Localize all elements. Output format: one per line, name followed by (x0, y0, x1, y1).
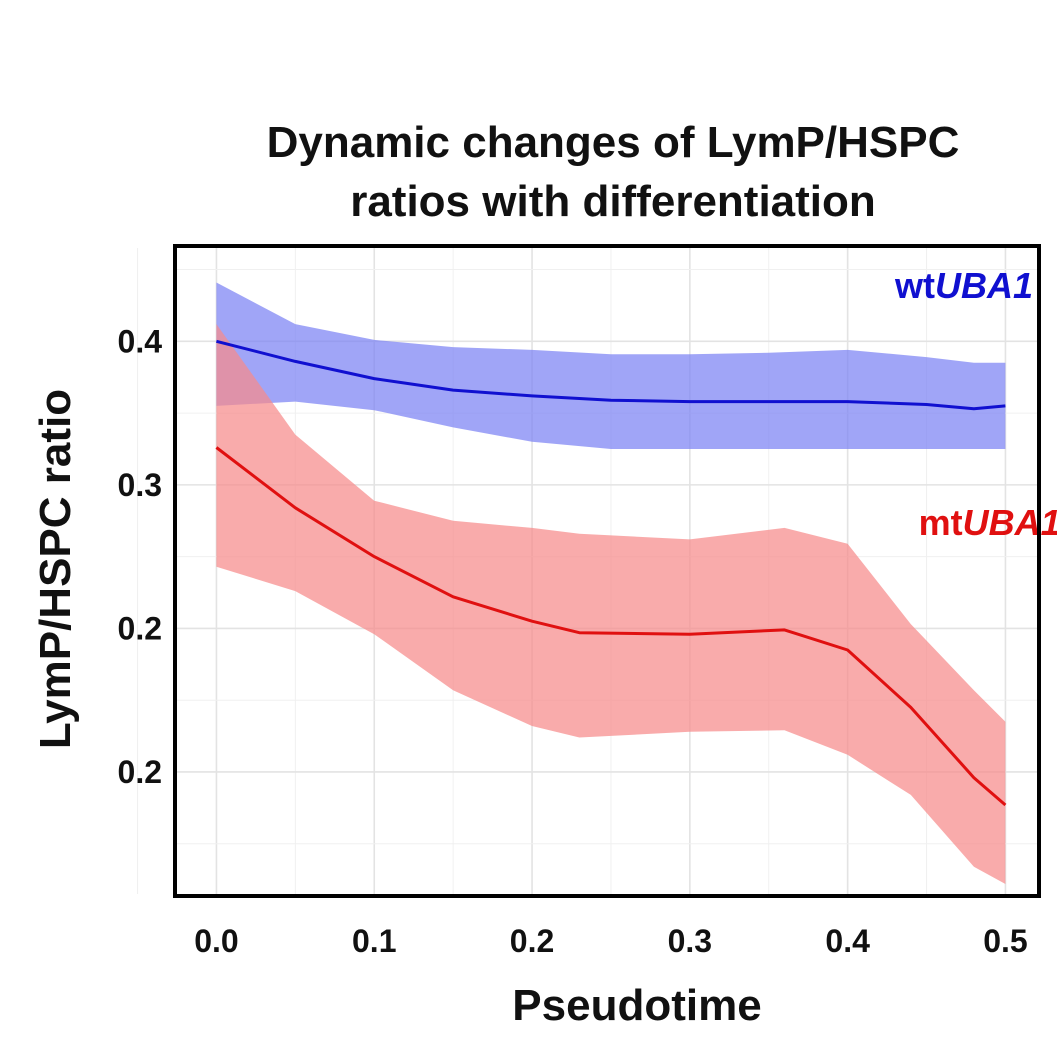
y-tick-label: 0.3 (118, 467, 162, 503)
y-tick-label: 0.2 (118, 754, 162, 790)
y-tick-label: 0.2 (118, 610, 162, 646)
y-axis-title: LymP/HSPC ratio (31, 389, 80, 749)
confidence-bands (216, 282, 1006, 885)
x-tick-label: 0.3 (668, 923, 712, 959)
series-lines (215, 339, 1007, 807)
plot-frame (173, 244, 1041, 898)
x-tick-label: 0.0 (194, 923, 238, 959)
x-tick-label: 0.4 (825, 923, 870, 959)
chart-title-line-2: ratios with differentiation (350, 177, 876, 226)
x-axis-title: Pseudotime (512, 981, 761, 1030)
wtUBA1-label: wtUBA1 (894, 265, 1033, 306)
x-axis-ticks: 0.0 0.1 0.2 0.3 0.4 0.5 (194, 923, 1027, 959)
chart-title-line-1: Dynamic changes of LymP/HSPC (267, 118, 960, 167)
mtUBA1-line (215, 446, 1007, 807)
mtUBA1-confidence-band (216, 324, 1006, 885)
mtUBA1-label: mtUBA1 (919, 502, 1057, 543)
x-tick-label: 0.2 (510, 923, 554, 959)
y-tick-label: 0.4 (118, 323, 163, 359)
wtUBA1-line (216, 339, 1006, 411)
wtUBA1-confidence-band (216, 282, 1006, 449)
x-tick-label: 0.5 (983, 923, 1027, 959)
y-axis-ticks: 0.2 0.2 0.3 0.4 (118, 323, 163, 790)
x-tick-label: 0.1 (352, 923, 396, 959)
series-labels: wtUBA1 mtUBA1 (894, 265, 1057, 543)
